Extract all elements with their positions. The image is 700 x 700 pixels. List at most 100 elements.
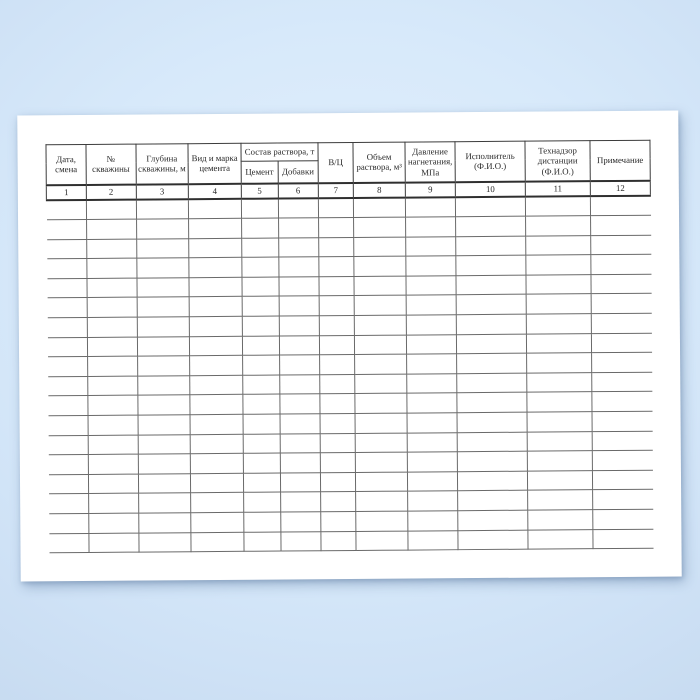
col-number: 5 (241, 183, 278, 199)
empty-cell (318, 256, 354, 277)
empty-cell (319, 315, 355, 336)
empty-cell (525, 235, 591, 256)
empty-cell (405, 216, 456, 237)
empty-cell (188, 198, 242, 219)
empty-cell (407, 471, 458, 492)
empty-cell (188, 257, 242, 278)
empty-cell (137, 395, 191, 416)
empty-cell (48, 474, 89, 495)
cementation-log-table: Дата, смена № скважины Глубина скважины,… (45, 140, 654, 554)
empty-cell (355, 432, 408, 453)
empty-cell (355, 511, 408, 532)
empty-cell (46, 219, 87, 240)
empty-cell (241, 198, 279, 219)
empty-cell (243, 512, 281, 532)
empty-cell (189, 335, 243, 356)
empty-cell (190, 492, 244, 513)
empty-cell (242, 296, 279, 317)
empty-cell (354, 354, 407, 375)
empty-cell (188, 218, 242, 239)
empty-cell (407, 412, 458, 433)
empty-cell (405, 236, 456, 257)
empty-cell (406, 295, 457, 316)
empty-cell (456, 392, 528, 413)
col-number: 9 (405, 181, 456, 198)
empty-cell (406, 353, 457, 374)
empty-cell (86, 219, 137, 240)
empty-cell (136, 257, 189, 278)
empty-cell (455, 216, 526, 237)
header-row-top: Дата, смена № скважины Глубина скважины,… (45, 140, 651, 185)
empty-cell (87, 336, 138, 357)
empty-cell (47, 376, 88, 397)
empty-cell (242, 316, 279, 336)
empty-cell (47, 337, 88, 358)
empty-cell (527, 470, 593, 491)
empty-cell (406, 334, 457, 355)
empty-cell (318, 276, 355, 297)
empty-cell (527, 411, 593, 432)
col-number: 3 (135, 183, 189, 200)
empty-cell (190, 512, 244, 533)
empty-cell (243, 433, 280, 454)
empty-cell (455, 275, 527, 296)
empty-cell (277, 197, 319, 219)
empty-cell (46, 278, 88, 299)
empty-cell (319, 393, 356, 414)
empty-cell (138, 493, 191, 514)
empty-cell (457, 412, 528, 433)
empty-cell (278, 315, 320, 336)
empty-cell (190, 414, 244, 435)
empty-cell (355, 471, 408, 492)
empty-cell (319, 374, 355, 395)
empty-cell (405, 255, 456, 276)
empty-cell (279, 374, 320, 395)
empty-cell (526, 392, 593, 413)
empty-cell (353, 256, 406, 277)
empty-data-row (48, 528, 654, 553)
empty-cell (320, 491, 356, 512)
empty-cell (278, 335, 320, 356)
empty-cell (189, 355, 243, 376)
empty-cell (591, 293, 652, 314)
empty-cell (456, 353, 527, 374)
empty-cell (137, 453, 191, 474)
empty-cell (405, 196, 456, 218)
empty-cell (591, 391, 653, 412)
empty-cell (279, 394, 321, 415)
empty-cell (137, 434, 191, 455)
table-body (46, 195, 654, 553)
empty-cell (280, 531, 322, 552)
col-header-cement: Цемент (241, 161, 278, 184)
empty-cell (527, 529, 594, 550)
empty-cell (278, 257, 319, 277)
empty-cell (527, 490, 593, 511)
empty-cell (190, 531, 245, 552)
empty-cell (136, 297, 190, 318)
empty-cell (46, 199, 87, 220)
empty-cell (355, 452, 408, 473)
col-number: 6 (277, 182, 319, 199)
empty-cell (47, 395, 89, 416)
empty-cell (86, 199, 137, 220)
empty-cell (278, 276, 320, 297)
empty-cell (242, 355, 280, 376)
empty-cell (527, 450, 593, 471)
empty-cell (590, 254, 651, 275)
empty-cell (320, 452, 356, 473)
empty-cell (87, 297, 137, 318)
empty-cell (527, 431, 593, 452)
empty-cell (189, 296, 243, 317)
empty-cell (47, 297, 88, 318)
empty-cell (242, 374, 280, 395)
empty-cell (590, 215, 651, 236)
col-header-mortar-composition-group: Состав раствора, т (240, 142, 319, 162)
col-number: 10 (455, 181, 526, 197)
col-header-well-depth: Глубина скважины, м (135, 143, 189, 185)
empty-cell (591, 352, 652, 373)
empty-cell (88, 415, 138, 436)
empty-cell (526, 352, 592, 374)
empty-cell (242, 394, 280, 415)
empty-cell (525, 215, 591, 236)
